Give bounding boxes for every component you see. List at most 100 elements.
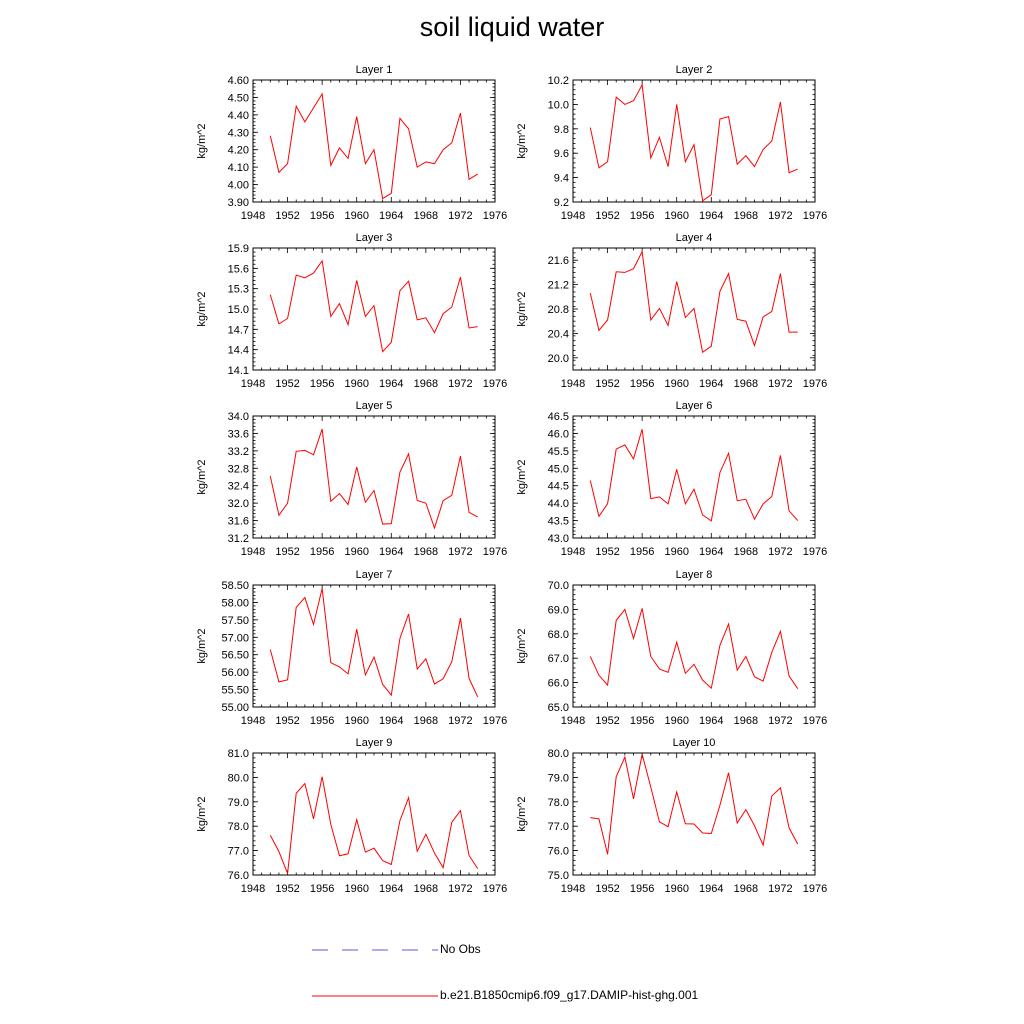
y-tick-label: 4.40 <box>228 110 249 122</box>
y-tick-label: 76.0 <box>228 870 249 882</box>
x-tick-label: 1956 <box>630 210 654 222</box>
y-tick-label: 75.0 <box>548 870 569 882</box>
y-axis-label: kg/m^2 <box>516 628 528 663</box>
plot-frame <box>252 415 496 539</box>
x-tick-label: 1976 <box>483 715 507 727</box>
panel-title: Layer 7 <box>356 569 393 581</box>
y-tick-label: 65.0 <box>548 702 569 714</box>
x-tick-label: 1964 <box>699 546 723 558</box>
x-tick-label: 1948 <box>241 210 265 222</box>
y-tick-label: 44.0 <box>548 498 569 510</box>
x-tick-label: 1972 <box>768 210 792 222</box>
x-tick-label: 1948 <box>241 546 265 558</box>
y-tick-label: 67.0 <box>548 653 569 665</box>
x-tick-label: 1948 <box>561 546 585 558</box>
legend-label-no-obs: No Obs <box>440 942 481 956</box>
x-tick-label: 1976 <box>803 378 827 390</box>
x-tick-label: 1956 <box>630 378 654 390</box>
y-tick-label: 66.0 <box>548 678 569 690</box>
plot-frame <box>572 79 816 203</box>
x-tick-label: 1972 <box>448 378 472 390</box>
y-tick-label: 70.0 <box>548 580 569 592</box>
y-tick-label: 78.0 <box>548 797 569 809</box>
panel-grid: Layer 1 1948 1952 1956 1960 1964 1968 1972 1976 3… <box>196 64 827 895</box>
x-tick-label: 1952 <box>595 546 619 558</box>
x-tick-label: 1976 <box>803 210 827 222</box>
x-tick-label: 1964 <box>699 210 723 222</box>
y-tick-label: 14.7 <box>228 324 249 336</box>
panel-layer-5: Layer 5 1948 1952 1956 1960 1964 1968 1972 1976 3… <box>196 400 507 558</box>
panel-title: Layer 6 <box>676 400 713 412</box>
legend-entry-model-run: b.e21.B1850cmip6.f09_g17.DAMIP-hist-ghg.… <box>312 988 732 1004</box>
y-tick-label: 4.60 <box>228 75 249 87</box>
x-tick-label: 1976 <box>803 883 827 895</box>
y-tick-label: 80.0 <box>548 748 569 760</box>
panel-title: Layer 8 <box>676 569 713 581</box>
x-tick-label: 1952 <box>275 378 299 390</box>
panel-title: Layer 5 <box>356 400 393 412</box>
panel-layer-7: Layer 7 1948 1952 1956 1960 1964 1968 1972 1976 5… <box>196 569 507 727</box>
y-tick-label: 9.2 <box>554 197 569 209</box>
y-tick-label: 9.8 <box>554 124 569 136</box>
legend-entry-no-obs: No Obs <box>312 942 712 958</box>
x-tick-label: 1976 <box>483 546 507 558</box>
x-tick-label: 1972 <box>768 715 792 727</box>
x-tick-label: 1948 <box>241 715 265 727</box>
y-axis-label: kg/m^2 <box>516 123 528 158</box>
y-tick-label: 20.8 <box>548 304 569 316</box>
y-tick-label: 80.0 <box>228 772 249 784</box>
x-tick-label: 1952 <box>595 210 619 222</box>
x-tick-label: 1948 <box>561 378 585 390</box>
x-tick-label: 1952 <box>275 210 299 222</box>
y-tick-label: 31.2 <box>228 533 249 545</box>
legend-swatch-model-run <box>312 995 438 997</box>
y-tick-label: 58.00 <box>221 597 249 609</box>
x-tick-label: 1972 <box>768 883 792 895</box>
x-tick-label: 1972 <box>448 546 472 558</box>
series-line <box>269 428 478 530</box>
panel-layer-1: Layer 1 1948 1952 1956 1960 1964 1968 1972 1976 3… <box>196 64 507 222</box>
y-tick-label: 33.2 <box>228 446 249 458</box>
x-tick-label: 1948 <box>241 378 265 390</box>
x-tick-label: 1956 <box>630 546 654 558</box>
y-tick-label: 9.6 <box>554 148 569 160</box>
y-tick-label: 10.0 <box>548 99 569 111</box>
x-tick-label: 1976 <box>483 210 507 222</box>
y-tick-label: 76.0 <box>548 846 569 858</box>
x-tick-label: 1968 <box>734 715 758 727</box>
y-tick-label: 81.0 <box>228 748 249 760</box>
x-tick-label: 1952 <box>595 883 619 895</box>
x-tick-label: 1956 <box>310 546 334 558</box>
plot-frame <box>252 79 496 203</box>
panel-title: Layer 1 <box>356 64 393 76</box>
y-tick-label: 15.6 <box>228 263 249 275</box>
x-tick-label: 1952 <box>595 715 619 727</box>
panel-title: Layer 4 <box>676 232 713 244</box>
plot-frame <box>252 584 496 708</box>
y-tick-label: 77.0 <box>548 821 569 833</box>
legend-label-model-run: b.e21.B1850cmip6.f09_g17.DAMIP-hist-ghg.… <box>440 988 699 1002</box>
x-tick-label: 1960 <box>664 883 688 895</box>
y-tick-label: 4.50 <box>228 92 249 104</box>
y-tick-label: 55.00 <box>221 702 249 714</box>
x-tick-label: 1964 <box>379 210 403 222</box>
series-line <box>269 259 478 353</box>
y-tick-label: 32.4 <box>228 481 249 493</box>
y-tick-label: 20.0 <box>548 353 569 365</box>
x-tick-label: 1952 <box>275 883 299 895</box>
y-tick-label: 14.4 <box>228 345 249 357</box>
series-line <box>589 83 798 202</box>
y-tick-label: 55.50 <box>221 685 249 697</box>
y-tick-label: 34.0 <box>228 411 249 423</box>
x-tick-label: 1968 <box>414 883 438 895</box>
x-tick-label: 1952 <box>275 546 299 558</box>
x-tick-label: 1972 <box>448 715 472 727</box>
series-line <box>269 776 479 874</box>
y-tick-label: 43.0 <box>548 533 569 545</box>
panel-layer-9: Layer 9 1948 1952 1956 1960 1964 1968 1972 1976 7… <box>196 737 507 895</box>
y-axis-label: kg/m^2 <box>516 796 528 831</box>
x-tick-label: 1964 <box>699 883 723 895</box>
x-tick-label: 1948 <box>561 210 585 222</box>
y-tick-label: 46.5 <box>548 411 569 423</box>
y-axis-label: kg/m^2 <box>516 291 528 326</box>
